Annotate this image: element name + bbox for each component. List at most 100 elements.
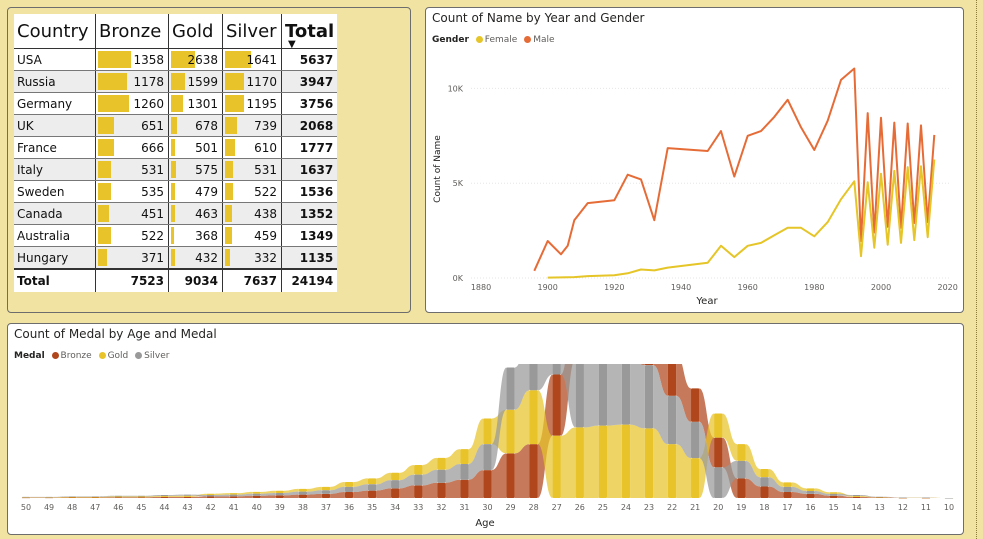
bar-segment-gold <box>737 444 746 461</box>
table-row[interactable]: Canada 451 463 438 1352 <box>14 202 338 225</box>
legend-silver-label[interactable]: Silver <box>144 351 170 361</box>
grand-total-cell: 24194 <box>281 268 338 292</box>
gold-value: 368 <box>195 228 218 243</box>
ribbon-bronze <box>791 492 807 498</box>
legend-bronze-marker <box>51 352 59 359</box>
table-row[interactable]: France 666 501 610 1777 <box>14 136 338 159</box>
bronze-cell: 371 <box>95 246 169 270</box>
table-row[interactable]: Russia 1178 1599 1170 3947 <box>14 70 338 93</box>
silver-value: 739 <box>254 118 277 133</box>
x-tick-label: 13 <box>875 503 885 512</box>
bar-segment-silver <box>137 495 146 497</box>
bronze-data-bar <box>98 139 114 156</box>
table-row[interactable]: UK 651 678 739 2068 <box>14 114 338 137</box>
table-row[interactable]: Sweden 535 479 522 1536 <box>14 180 338 203</box>
gold-cell: 575 <box>168 158 223 181</box>
bar-segment-silver <box>944 498 954 499</box>
ribbon-bronze <box>814 493 830 498</box>
total-cell: 3947 <box>281 70 338 93</box>
col-header-total[interactable]: Total ▼ <box>281 14 338 50</box>
ribbon-silver <box>468 444 484 480</box>
bar-segment-bronze <box>829 495 838 498</box>
x-tick-label: 24 <box>621 503 631 512</box>
legend-bronze-label[interactable]: Bronze <box>60 351 92 361</box>
col-header-silver[interactable]: Silver <box>222 14 282 49</box>
bronze-data-bar <box>98 161 111 178</box>
bar-segment-silver <box>67 496 77 497</box>
ribbon-bronze <box>445 479 461 498</box>
bronze-cell: 1260 <box>95 92 169 115</box>
ribbon-silver <box>791 486 807 494</box>
ribbon-bronze <box>76 497 92 498</box>
x-tick-label: 10 <box>944 503 954 512</box>
bar-segment-gold <box>644 428 654 498</box>
legend-title-gender: Gender <box>432 35 469 45</box>
silver-data-bar <box>225 161 233 178</box>
bronze-cell: 651 <box>95 114 169 137</box>
x-tick-label: 20 <box>713 503 723 512</box>
ribbon-silver <box>353 484 368 493</box>
silver-value: 610 <box>254 140 277 155</box>
bar-segment-silver <box>183 494 192 496</box>
ribbon-bronze <box>53 497 68 498</box>
bar-segment-gold <box>160 495 169 497</box>
country-cell: Hungary <box>14 246 96 270</box>
medal-table: Country Bronze Gold Silver Total ▼ USA 135… <box>14 14 338 292</box>
silver-data-bar <box>225 205 232 222</box>
x-tick-label: 1920 <box>604 283 624 292</box>
x-tick-label: 37 <box>321 503 331 512</box>
bar-segment-bronze <box>137 497 146 498</box>
total-cell: 1637 <box>281 158 338 181</box>
bar-segment-gold <box>391 472 400 481</box>
bar-segment-silver <box>598 364 608 426</box>
gold-data-bar <box>171 161 176 178</box>
table-row[interactable]: Hungary 371 432 332 1135 <box>14 246 338 270</box>
gold-value: 479 <box>195 184 218 199</box>
ribbon-bronze <box>745 478 761 498</box>
country-cell: UK <box>14 114 96 137</box>
x-tick-label: 22 <box>667 503 677 512</box>
country-cell: Germany <box>14 92 96 115</box>
bar-segment-silver <box>875 496 884 498</box>
bronze-value: 522 <box>141 228 164 243</box>
ribbon-silver <box>376 480 392 491</box>
ribbon-chart-legend: Medal Bronze Gold Silver <box>14 351 169 361</box>
gold-data-bar <box>171 227 174 244</box>
bar-segment-gold <box>806 488 815 491</box>
table-row[interactable]: Germany 1260 1301 1195 3756 <box>14 92 338 115</box>
bar-segment-silver <box>483 444 492 471</box>
bar-segment-bronze <box>414 485 423 498</box>
col-header-country[interactable]: Country <box>14 14 96 49</box>
bar-segment-gold <box>321 486 331 491</box>
ribbon-silver <box>145 495 161 497</box>
ribbon-gold <box>768 469 784 487</box>
gold-data-bar <box>171 117 177 134</box>
ribbon-gold <box>422 457 438 475</box>
gold-value: 463 <box>195 206 218 221</box>
ribbon-silver <box>537 364 553 391</box>
sort-descending-icon[interactable]: ▼ <box>288 39 296 50</box>
legend-male-label[interactable]: Male <box>533 35 555 45</box>
col-header-gold[interactable]: Gold <box>168 14 223 49</box>
silver-cell: 459 <box>222 224 282 247</box>
legend-gold-label[interactable]: Gold <box>107 351 129 361</box>
table-row[interactable]: Australia 522 368 459 1349 <box>14 224 338 247</box>
x-tick-label: 23 <box>644 503 654 512</box>
bar-segment-silver <box>921 497 931 498</box>
bronze-cell: 666 <box>95 136 169 159</box>
gold-value: 432 <box>195 250 218 265</box>
table-row[interactable]: USA 1358 2638 1641 5637 <box>14 48 338 71</box>
bronze-value: 451 <box>141 206 164 221</box>
bar-segment-silver <box>714 467 723 498</box>
ribbon-bronze <box>768 486 784 498</box>
y-tick-label: 5K <box>453 179 464 188</box>
table-row[interactable]: Italy 531 575 531 1637 <box>14 158 338 181</box>
country-cell: USA <box>14 48 96 71</box>
x-tick-label: 34 <box>390 503 400 512</box>
legend-female-label[interactable]: Female <box>484 35 518 45</box>
series-line-male <box>533 67 936 272</box>
bar-segment-silver <box>552 364 561 375</box>
bronze-data-bar <box>98 73 127 90</box>
gold-cell: 1301 <box>168 92 223 115</box>
col-header-bronze[interactable]: Bronze <box>95 14 169 49</box>
